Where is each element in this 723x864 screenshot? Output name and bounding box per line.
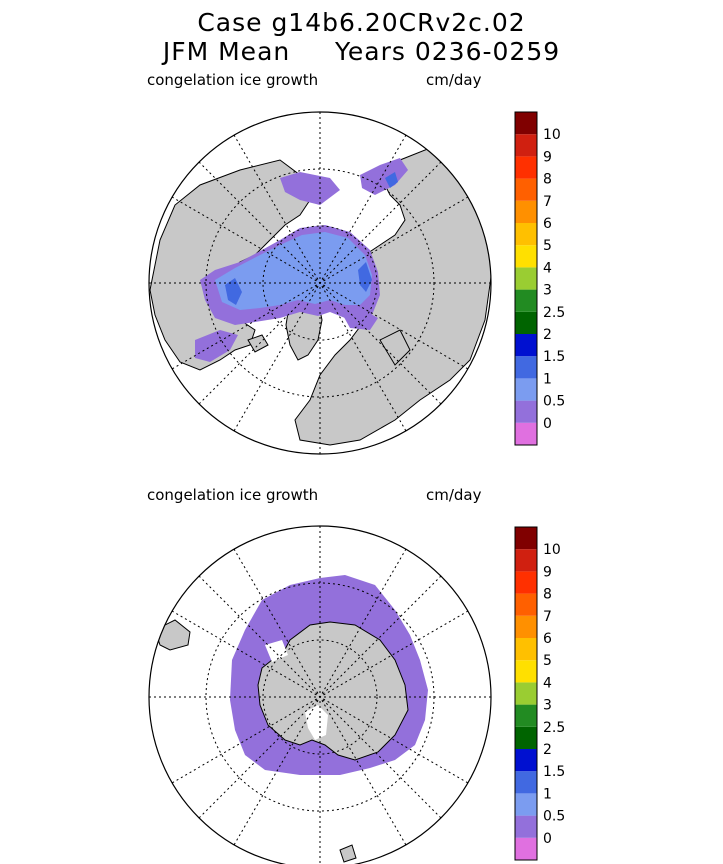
colorbar-south-swatch — [515, 571, 537, 594]
colorbar-south-tick-label: 1.5 — [543, 764, 565, 780]
colorbar-south-swatch — [515, 704, 537, 727]
colorbar-south-swatch — [515, 549, 537, 572]
colorbar-north-swatch — [515, 422, 537, 445]
figure-title-line2: JFM Mean Years 0236-0259 — [162, 37, 561, 66]
arctic-graticule — [149, 112, 491, 454]
colorbar-north-tick-label: 1 — [543, 371, 552, 387]
colorbar-north-swatch — [515, 223, 537, 246]
colorbar-south-swatch — [515, 527, 537, 550]
colorbar-north-tick-label: 2 — [543, 327, 552, 343]
colorbar-north-swatch — [515, 267, 537, 290]
colorbar-north-swatch — [515, 356, 537, 379]
colorbar-south-swatch — [515, 749, 537, 772]
antarctic-map — [148, 525, 492, 864]
colorbar-north-tick-label: 0 — [543, 416, 552, 432]
colorbar-north-tick-label: 0.5 — [543, 394, 565, 410]
colorbar-north-tick-label: 4 — [543, 260, 552, 276]
colorbar-south-swatch — [515, 771, 537, 794]
colorbar-north-tick-label: 10 — [543, 127, 561, 143]
colorbar-north-tick-label: 9 — [543, 149, 552, 165]
colorbar-south-tick-label: 0.5 — [543, 809, 565, 825]
colorbar-south-tick-label: 1 — [543, 786, 552, 802]
colorbar-north-tick-label: 1.5 — [543, 349, 565, 365]
colorbar-north-swatch — [515, 156, 537, 179]
colorbar-south-tick-label: 2.5 — [543, 720, 565, 736]
panel1-variable-label: congelation ice growth — [147, 71, 319, 89]
colorbar-south-tick-label: 3 — [543, 698, 552, 714]
arctic-map — [148, 111, 492, 455]
colorbar-south-swatch — [515, 593, 537, 616]
colorbar-north-tick-label: 6 — [543, 216, 552, 232]
colorbar-north-swatch — [515, 245, 537, 268]
colorbar-north-swatch — [515, 200, 537, 223]
antarctica-land — [257, 621, 409, 761]
colorbar-south-tick-label: 9 — [543, 564, 552, 580]
colorbar-south-swatch — [515, 726, 537, 749]
colorbar-north-tick-label: 8 — [543, 172, 552, 188]
colorbar-south-swatch — [515, 815, 537, 838]
colorbar-north-swatch — [515, 134, 537, 157]
panel1-units-label: cm/day — [426, 71, 482, 89]
colorbar-south-tick-label: 6 — [543, 631, 552, 647]
colorbar-north-swatch — [515, 112, 537, 135]
panel2-units-label: cm/day — [426, 486, 482, 504]
colorbar-south-swatch — [515, 638, 537, 661]
colorbar-south-swatch — [515, 793, 537, 816]
arctic-ice — [195, 158, 408, 362]
colorbar-south-swatch — [515, 660, 537, 683]
colorbar-north-tick-label: 3 — [543, 283, 552, 299]
colorbar-north-swatch — [515, 378, 537, 401]
colorbar-north-swatch — [515, 178, 537, 201]
colorbar-south-swatch — [515, 682, 537, 705]
colorbar-north-tick-label: 5 — [543, 238, 552, 254]
panel2-variable-label: congelation ice growth — [147, 486, 319, 504]
colorbar-south-swatch — [515, 837, 537, 860]
colorbar-north: 0 0.5 1 1.5 2 2.5 3 4 5 6 7 8 9 10 — [514, 111, 565, 446]
colorbar-south-swatch — [515, 615, 537, 638]
colorbar-north-tick-label: 7 — [543, 194, 552, 210]
colorbar-south-tick-label: 7 — [543, 609, 552, 625]
colorbar-south-tick-label: 2 — [543, 742, 552, 758]
arctic-ice-pacific — [280, 172, 340, 205]
colorbar-south-frame — [514, 526, 538, 861]
colorbar-south-tick-label: 10 — [543, 542, 561, 558]
colorbar-north-swatch — [515, 311, 537, 334]
antarctic-graticule — [149, 526, 491, 864]
colorbar-south-tick-label: 5 — [543, 653, 552, 669]
colorbar-north-swatch — [515, 289, 537, 312]
colorbar-north-tick-label: 2.5 — [543, 305, 565, 321]
colorbar-north-swatch — [515, 400, 537, 423]
arctic-ice-coast — [225, 278, 242, 305]
antarctic-map-border — [148, 525, 492, 864]
colorbar-north-swatch — [515, 334, 537, 357]
colorbar-south-tick-label: 4 — [543, 675, 552, 691]
colorbar-south-tick-label: 8 — [543, 587, 552, 603]
figure-title-line1: Case g14b6.20CRv2c.02 — [197, 8, 526, 37]
colorbar-north-frame — [514, 111, 538, 446]
colorbar-south-tick-label: 0 — [543, 831, 552, 847]
colorbar-south: 0 0.5 1 1.5 2 2.5 3 4 5 6 7 8 9 10 — [514, 526, 565, 861]
arctic-map-border — [148, 111, 492, 455]
